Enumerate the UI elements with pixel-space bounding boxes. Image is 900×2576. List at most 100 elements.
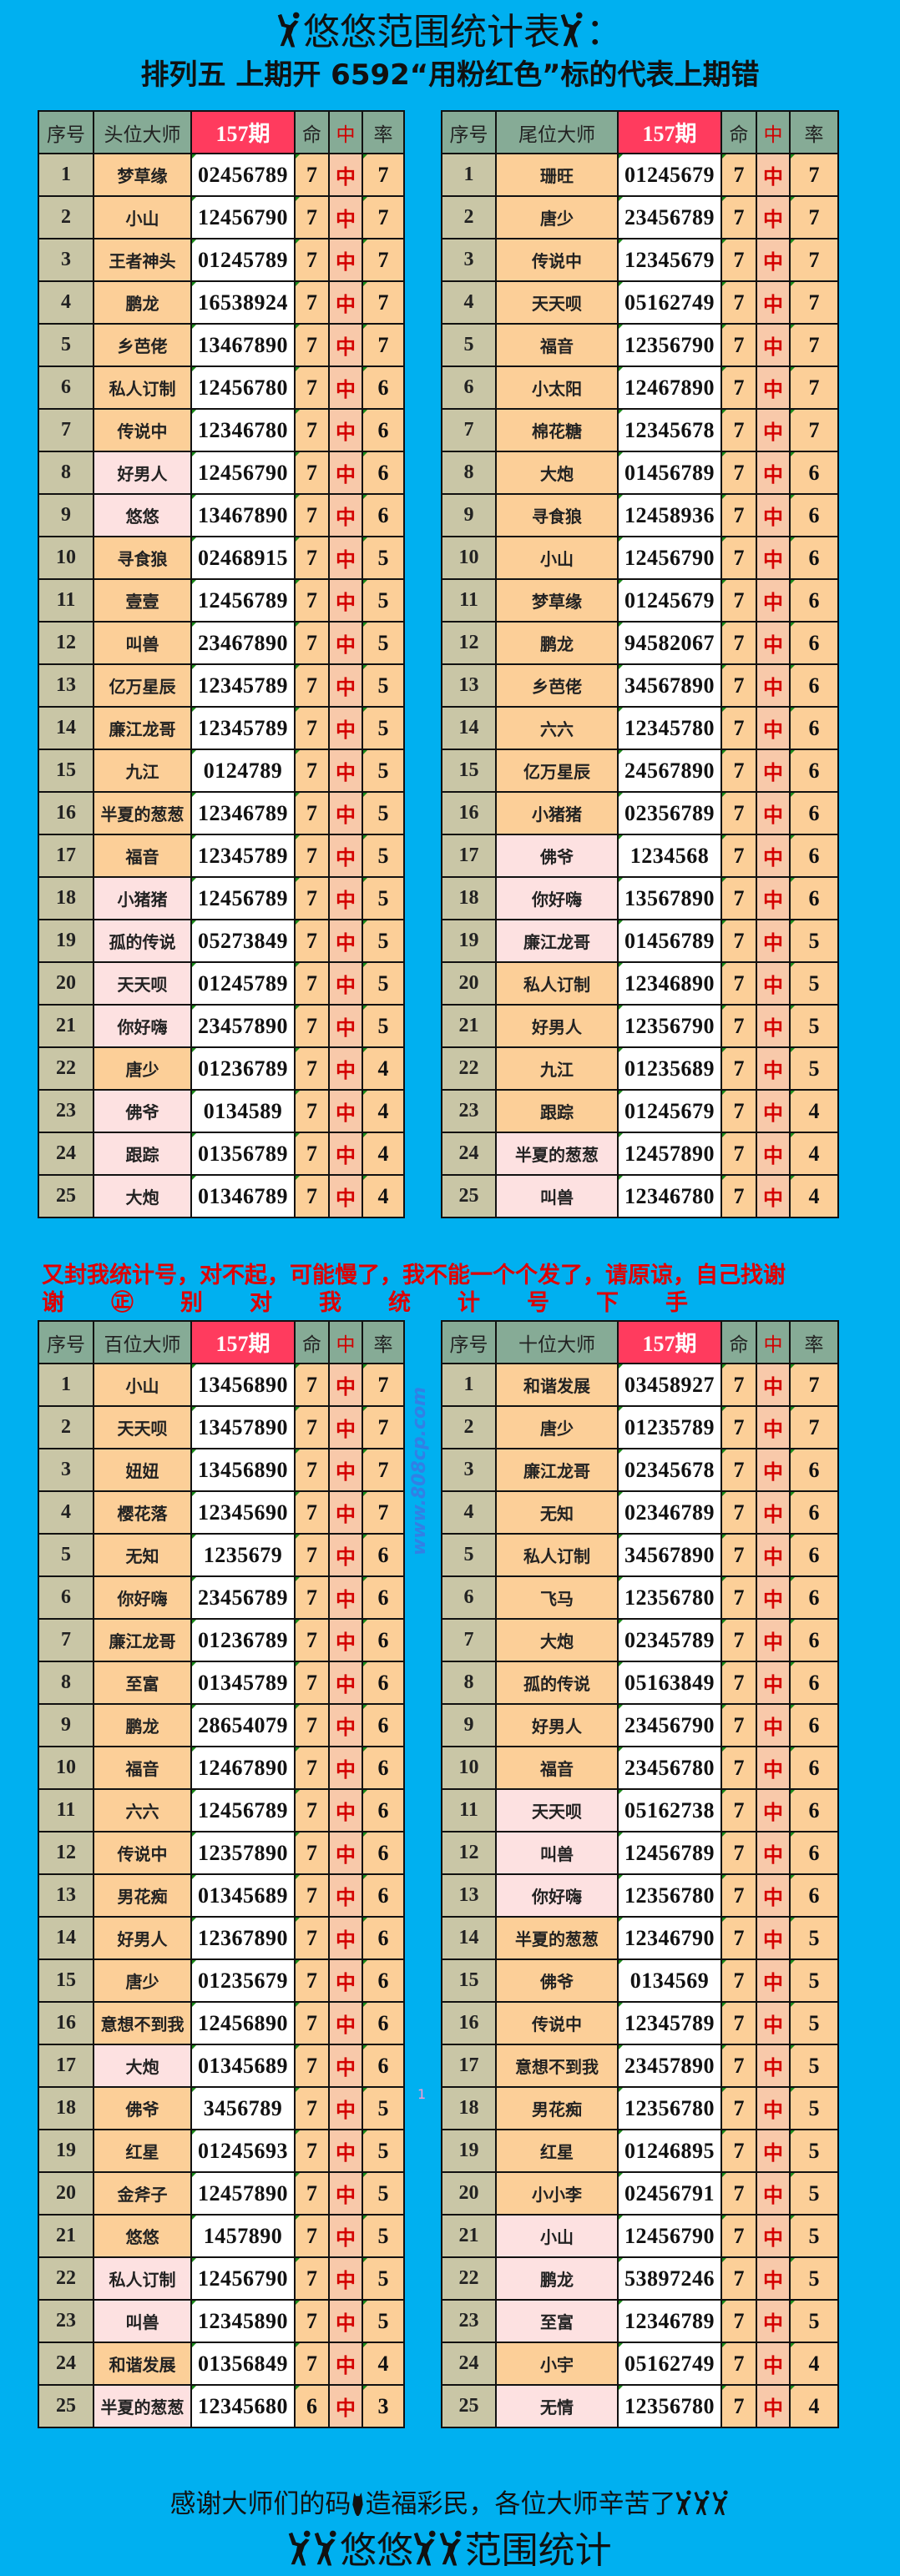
rate-value: 5 xyxy=(362,2086,405,2130)
rate-value: 7 xyxy=(789,323,839,367)
hit-mark: 中 xyxy=(328,2256,363,2301)
ming-value: 7 xyxy=(721,2214,757,2258)
number-set: 23456789 xyxy=(617,195,722,239)
row-seq: 21 xyxy=(441,2214,497,2258)
ming-value: 6 xyxy=(294,2384,330,2428)
hit-mark: 中 xyxy=(756,365,791,410)
number-set: 12346780 xyxy=(617,1174,722,1218)
row-seq: 6 xyxy=(441,365,497,410)
rate-value: 5 xyxy=(789,1916,839,1960)
master-name: 传说中 xyxy=(93,1831,192,1875)
number-set: 1235679 xyxy=(190,1533,296,1577)
table-row: 9 鹏龙 28654079 7 中 6 xyxy=(38,1703,405,1747)
number-set: 16538924 xyxy=(190,280,296,325)
hit-mark: 中 xyxy=(756,2171,791,2216)
row-seq: 6 xyxy=(441,1575,497,1620)
hit-mark: 中 xyxy=(756,621,791,665)
number-set: 03458927 xyxy=(617,1363,722,1407)
ming-value: 7 xyxy=(721,1405,757,1449)
hit-mark: 中 xyxy=(328,1703,363,1747)
master-name: 大炮 xyxy=(93,1174,192,1218)
ming-value: 7 xyxy=(721,1490,757,1535)
row-seq: 22 xyxy=(441,2256,497,2301)
row-seq: 9 xyxy=(441,493,497,537)
rate-value: 6 xyxy=(789,1746,839,1790)
number-set: 05162749 xyxy=(617,280,722,325)
hit-mark: 中 xyxy=(756,1575,791,1620)
ming-value: 7 xyxy=(294,2129,330,2173)
master-name: 鹏龙 xyxy=(93,280,192,325)
hit-mark: 中 xyxy=(756,1174,791,1218)
ming-value: 7 xyxy=(294,2342,330,2386)
hit-mark: 中 xyxy=(756,1046,791,1091)
master-name: 叫兽 xyxy=(93,2299,192,2343)
table-row: 11 梦草缘 01245679 7 中 6 xyxy=(441,578,839,623)
rate-value: 7 xyxy=(362,153,405,197)
ming-value: 7 xyxy=(721,1873,757,1918)
table-row: 2 唐少 23456789 7 中 7 xyxy=(441,195,839,239)
hit-mark: 中 xyxy=(756,2214,791,2258)
ming-value: 7 xyxy=(721,1533,757,1577)
number-set: 24567890 xyxy=(617,749,722,793)
hit-mark: 中 xyxy=(328,1916,363,1960)
table-row: 10 寻食狼 02468915 7 中 5 xyxy=(38,536,405,580)
title-colon: ： xyxy=(585,11,623,53)
rate-value: 7 xyxy=(362,238,405,282)
number-set: 23456780 xyxy=(617,1746,722,1790)
hit-mark: 中 xyxy=(756,578,791,623)
stray-mark: 1 xyxy=(417,2086,427,2102)
table-row: 4 无知 02346789 7 中 6 xyxy=(441,1490,839,1535)
rate-value: 6 xyxy=(789,1448,839,1492)
ming-value: 7 xyxy=(294,1089,330,1133)
hit-mark: 中 xyxy=(756,280,791,325)
hit-mark: 中 xyxy=(328,1363,363,1407)
rate-value: 6 xyxy=(789,749,839,793)
hit-mark: 中 xyxy=(756,1746,791,1790)
master-name: 小太阳 xyxy=(495,365,619,410)
table-row: 19 孤的传说 05273849 7 中 5 xyxy=(38,919,405,963)
table-row: 25 大炮 01346789 7 中 4 xyxy=(38,1174,405,1218)
table-row: 20 天天呗 01245789 7 中 5 xyxy=(38,961,405,1006)
number-set: 12345789 xyxy=(190,706,296,750)
hit-mark: 中 xyxy=(756,749,791,793)
row-seq: 24 xyxy=(38,1132,94,1176)
ming-value: 7 xyxy=(294,961,330,1006)
rate-value: 7 xyxy=(362,1363,405,1407)
rate-value: 4 xyxy=(789,1089,839,1133)
master-name: 金斧子 xyxy=(93,2171,192,2216)
table-row: 15 九江 0124789 7 中 5 xyxy=(38,749,405,793)
hit-mark: 中 xyxy=(756,2256,791,2301)
table-row: 19 红星 01245693 7 中 5 xyxy=(38,2129,405,2173)
rate-value: 4 xyxy=(362,1089,405,1133)
ming-value: 7 xyxy=(294,1533,330,1577)
master-name: 廉江龙哥 xyxy=(93,706,192,750)
row-seq: 22 xyxy=(38,1046,94,1091)
rate-value: 7 xyxy=(362,1448,405,1492)
hit-mark: 中 xyxy=(756,1490,791,1535)
table-row: 3 妞妞 13456890 7 中 7 xyxy=(38,1448,405,1492)
dancing-figure-icon xyxy=(277,12,303,48)
table-row: 11 壹壹 12456789 7 中 5 xyxy=(38,578,405,623)
header-period: 157期 xyxy=(190,110,296,154)
hit-mark: 中 xyxy=(756,1661,791,1705)
number-set: 12345890 xyxy=(190,2299,296,2343)
master-name: 九江 xyxy=(93,749,192,793)
header-ming: 命 xyxy=(721,1320,757,1364)
number-set: 02356789 xyxy=(617,791,722,835)
ming-value: 7 xyxy=(721,1174,757,1218)
hit-mark: 中 xyxy=(756,1873,791,1918)
number-set: 34567890 xyxy=(617,1533,722,1577)
row-seq: 3 xyxy=(441,1448,497,1492)
table-row: 25 半夏的葱葱 12345680 6 中 3 xyxy=(38,2384,405,2428)
master-name: 廉江龙哥 xyxy=(495,1448,619,1492)
row-seq: 23 xyxy=(441,1089,497,1133)
number-set: 01245679 xyxy=(617,1089,722,1133)
dancing-figure-icon xyxy=(288,2530,314,2567)
dancing-figure-icon xyxy=(439,2530,465,2567)
number-set: 05162738 xyxy=(617,1788,722,1832)
hit-mark: 中 xyxy=(328,1575,363,1620)
row-seq: 21 xyxy=(38,1004,94,1048)
number-set: 13467890 xyxy=(190,323,296,367)
rate-value: 5 xyxy=(362,834,405,878)
rate-value: 6 xyxy=(789,1788,839,1832)
